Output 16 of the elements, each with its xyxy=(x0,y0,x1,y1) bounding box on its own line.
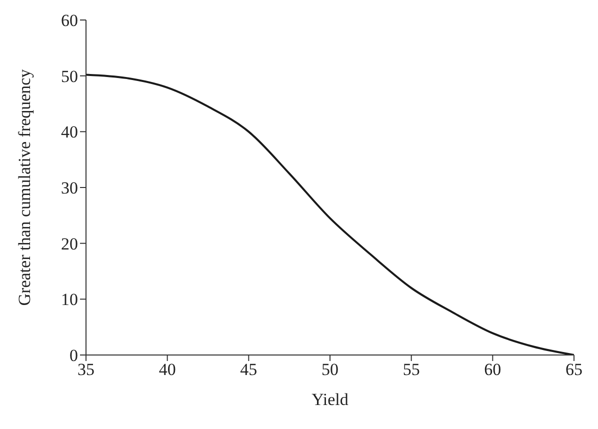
y-tick-label: 30 xyxy=(61,178,78,198)
x-tick-label: 35 xyxy=(78,360,94,380)
y-tick-label: 10 xyxy=(61,290,78,310)
y-tick-label: 20 xyxy=(61,234,78,254)
x-axis-title: Yield xyxy=(312,390,349,409)
y-tick-label: 0 xyxy=(70,346,78,366)
y-tick-label: 40 xyxy=(61,122,78,142)
x-tick-label: 45 xyxy=(240,360,258,380)
y-axis-title: Greater than cumulative frequency xyxy=(15,68,34,306)
y-tick-label: 50 xyxy=(61,66,78,86)
x-tick-label: 65 xyxy=(566,360,582,380)
x-tick-label: 40 xyxy=(158,360,176,380)
x-tick-label: 50 xyxy=(322,360,338,380)
y-tick-label: 60 xyxy=(61,11,78,30)
x-tick-label: 60 xyxy=(484,360,502,380)
x-tick-label: 55 xyxy=(402,360,420,380)
